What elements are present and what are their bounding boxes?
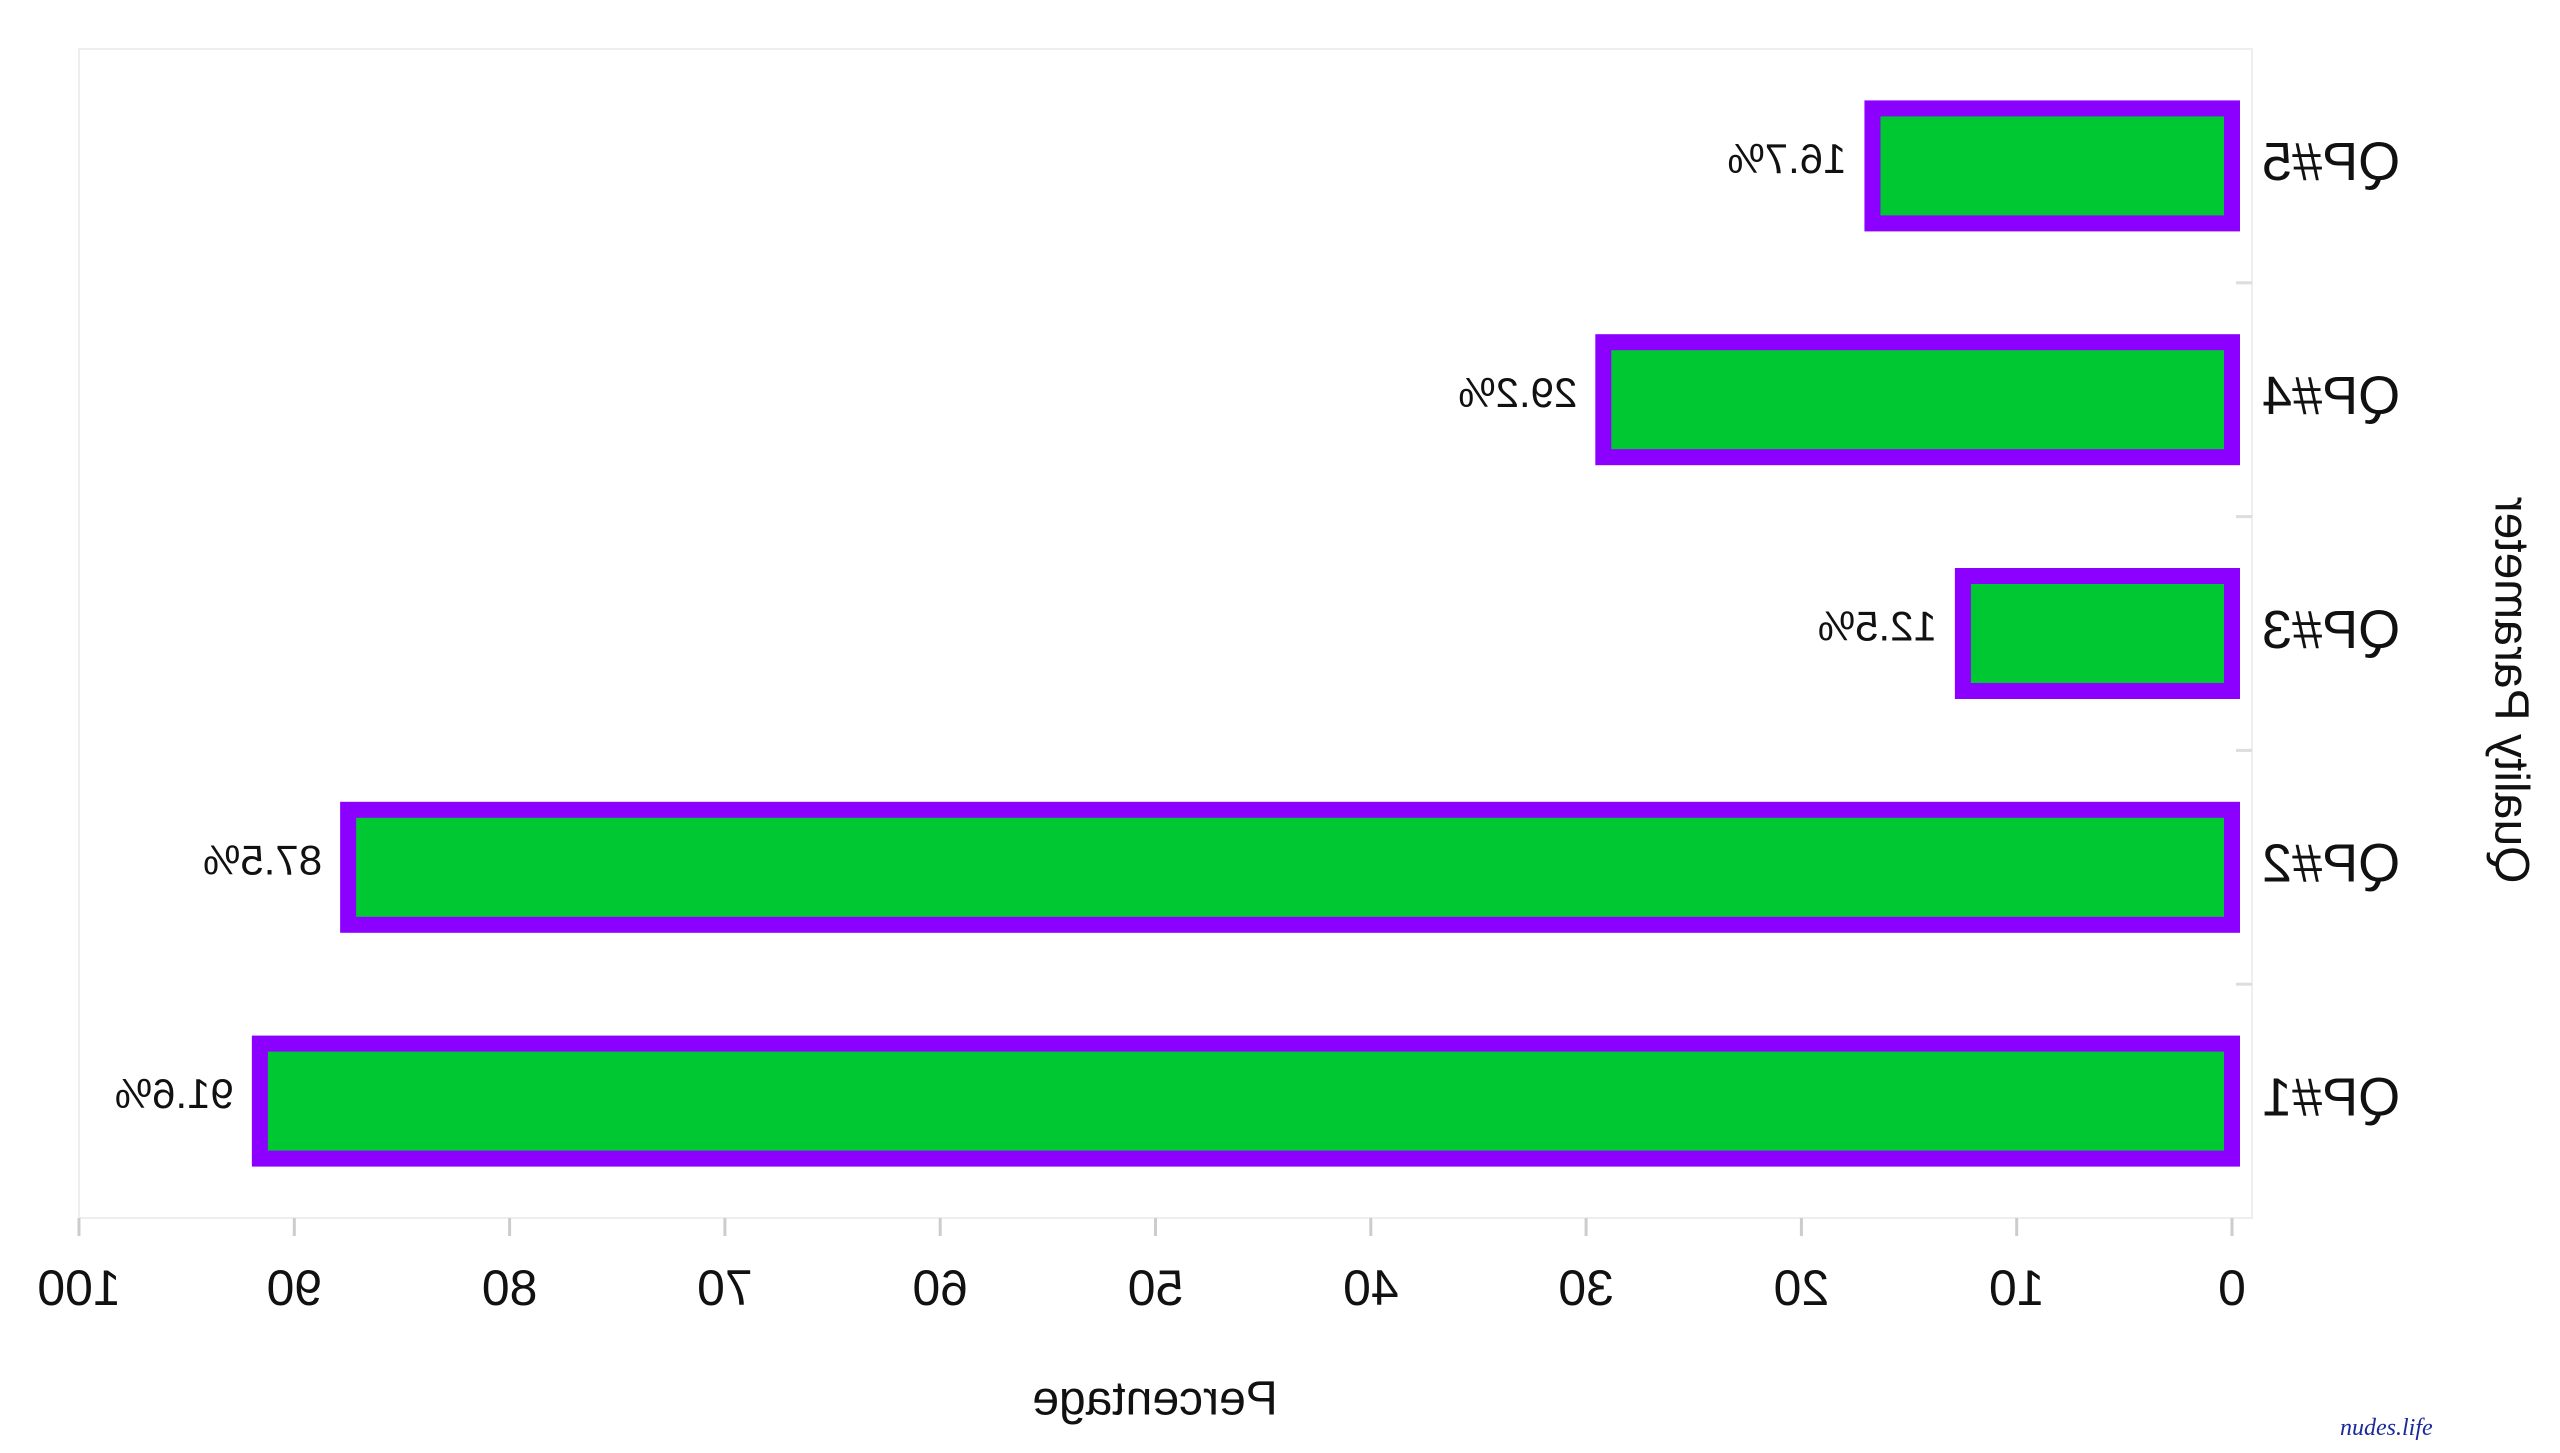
category-label: QP#1	[2262, 1067, 2400, 1127]
bar	[340, 801, 2240, 933]
value-label: 12.5%	[1818, 603, 1937, 650]
watermark: nudes.life	[2340, 1415, 2433, 1441]
x-tick-label: 100	[37, 1260, 120, 1316]
value-label: 16.7%	[1727, 135, 1846, 182]
x-axis-label: Percentage	[1032, 1373, 1278, 1426]
x-tick-label: 60	[912, 1260, 968, 1316]
value-label: 87.5%	[203, 836, 322, 883]
bar	[1864, 100, 2240, 232]
plot-frame	[78, 48, 2253, 1219]
value-label: 29.2%	[1458, 369, 1577, 416]
x-tick-label: 80	[482, 1260, 538, 1316]
category-label: QP#4	[2262, 366, 2400, 426]
x-tick-label: 70	[697, 1260, 753, 1316]
category-label: QP#3	[2262, 600, 2400, 660]
bar	[251, 1035, 2240, 1167]
category-label: QP#5	[2262, 132, 2400, 192]
x-tick-label: 90	[266, 1260, 322, 1316]
bar	[1954, 568, 2240, 699]
category-label: QP#2	[2262, 834, 2400, 894]
x-tick-label: 10	[1989, 1260, 2045, 1316]
x-tick-label: 20	[1774, 1260, 1830, 1316]
value-label: 91.6%	[115, 1070, 234, 1117]
y-axis-label: Quality Parameter	[2484, 497, 2537, 884]
x-tick-label: 40	[1343, 1260, 1399, 1316]
bar	[1595, 334, 2240, 466]
x-tick-label: 0	[2218, 1260, 2246, 1316]
x-tick-label: 50	[1128, 1260, 1184, 1316]
x-tick-label: 30	[1558, 1260, 1614, 1316]
